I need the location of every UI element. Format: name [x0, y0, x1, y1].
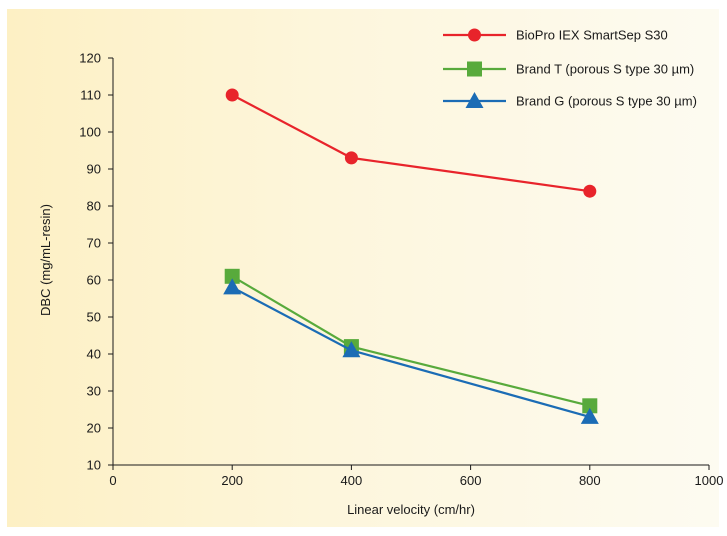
data-point-square: [224, 268, 240, 284]
x-axis-title: Linear velocity (cm/hr): [347, 502, 475, 517]
series-1: [225, 88, 597, 198]
y-tick-label: 100: [79, 125, 101, 140]
x-tick-label: 0: [109, 473, 116, 488]
axes: [112, 58, 709, 466]
y-tick-label: 10: [87, 458, 101, 473]
data-point-triangle: [580, 407, 599, 424]
y-tick-label: 30: [87, 384, 101, 399]
y-tick-label: 120: [79, 51, 101, 66]
legend-marker-triangle: [465, 92, 484, 108]
series-3: [223, 278, 599, 424]
series-line: [231, 275, 591, 407]
legend-item: Brand T (porous S type 30 µm): [443, 61, 694, 77]
y-axis-ticks: 10 20 30 40 50 60 70 80 90 100 110 120: [79, 51, 113, 473]
data-point-triangle: [223, 278, 242, 295]
y-tick-label: 110: [80, 88, 101, 103]
x-tick-label: 1000: [695, 473, 724, 488]
x-tick-label: 600: [460, 473, 482, 488]
y-tick-label: 40: [87, 347, 101, 362]
x-axis-ticks: 0 200 400 600 800 1000: [109, 465, 723, 488]
x-tick-label: 400: [341, 473, 363, 488]
y-tick-label: 80: [87, 199, 101, 214]
y-tick-label: 70: [87, 236, 101, 251]
y-tick-label: 20: [87, 421, 101, 436]
y-axis-title: DBC (mg/mL-resin): [38, 204, 53, 316]
series: [223, 88, 599, 424]
legend-label: Brand G (porous S type 30 µm): [516, 94, 697, 109]
legend-marker-circle: [468, 28, 481, 42]
legend: BioPro IEX SmartSep S30 Brand T (porous S…: [443, 28, 697, 109]
chart-panel: [7, 9, 719, 527]
y-tick-label: 50: [87, 310, 101, 325]
data-point-square: [582, 398, 598, 414]
x-tick-label: 200: [221, 473, 243, 488]
data-point-circle: [344, 151, 358, 165]
series-2: [224, 268, 598, 414]
legend-label: BioPro IEX SmartSep S30: [516, 28, 668, 43]
y-tick-label: 90: [87, 162, 101, 177]
data-point-triangle: [342, 341, 361, 358]
y-tick-label: 60: [87, 273, 101, 288]
data-point-circle: [225, 88, 239, 102]
legend-item: Brand G (porous S type 30 µm): [443, 92, 697, 109]
legend-label: Brand T (porous S type 30 µm): [516, 62, 694, 77]
legend-item: BioPro IEX SmartSep S30: [443, 28, 668, 43]
series-line: [231, 94, 590, 193]
x-tick-label: 800: [579, 473, 601, 488]
data-point-circle: [583, 184, 597, 198]
legend-marker-square: [467, 61, 482, 77]
